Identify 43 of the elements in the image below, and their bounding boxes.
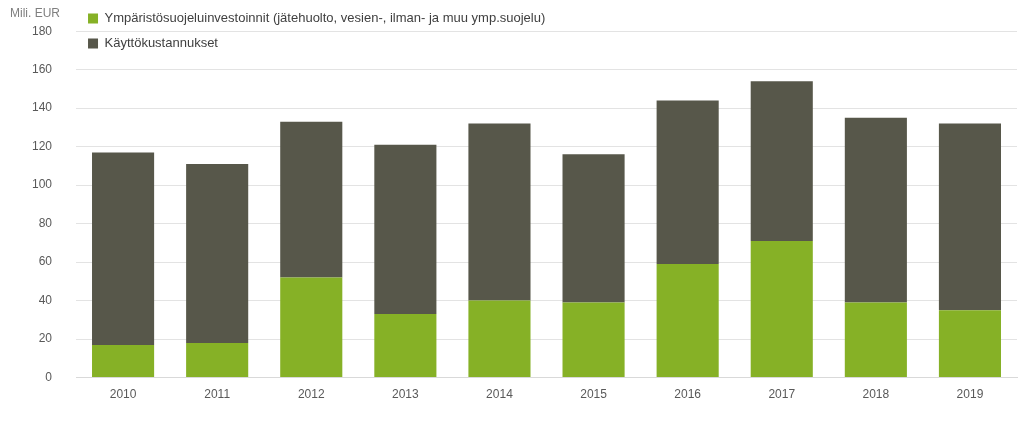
bar — [92, 152, 155, 345]
bar — [750, 81, 813, 241]
bar — [186, 163, 249, 343]
bar — [938, 310, 1001, 378]
bar — [280, 121, 343, 278]
x-tick-label: 2016 — [674, 387, 702, 402]
bar — [844, 302, 907, 378]
bar — [374, 314, 437, 378]
bar — [656, 264, 719, 378]
bar — [92, 344, 155, 378]
y-tick-label: 140 — [31, 100, 53, 115]
bar — [468, 300, 531, 378]
bar — [750, 240, 813, 378]
bar — [656, 100, 719, 265]
legend-label: Ympäristösuojeluinvestoinnit (jätehuolto, vesien-, ilman- ja muu ymp.suojelu) — [104, 10, 546, 26]
y-tick-label: 160 — [31, 62, 53, 76]
x-tick-label: 2013 — [392, 387, 420, 402]
y-tick-label: 180 — [31, 23, 53, 38]
y-tick-label: 60 — [38, 254, 53, 269]
y-tick-label: 100 — [31, 177, 53, 192]
y-tick-label: 120 — [31, 138, 53, 153]
y-tick-label: 80 — [38, 215, 53, 230]
bar — [374, 144, 437, 315]
x-tick-label: 2011 — [204, 387, 231, 402]
x-tick-label: 2017 — [768, 387, 796, 402]
x-tick-label: 2018 — [862, 387, 890, 402]
bar — [468, 123, 531, 301]
y-tick-label: 0 — [45, 369, 53, 384]
y-axis-title: Mili. EUR — [10, 6, 60, 20]
bar — [844, 117, 907, 303]
y-tick-label: 40 — [38, 292, 53, 307]
y-tick-label: 20 — [38, 331, 53, 346]
bar — [562, 154, 625, 303]
x-tick-label: 2019 — [956, 387, 984, 402]
bar — [562, 302, 625, 378]
legend-label: Käyttökustannukset — [104, 35, 219, 51]
bar — [186, 342, 249, 378]
x-tick-label: 2012 — [297, 387, 325, 402]
bar — [280, 277, 343, 378]
x-tick-label: 2010 — [109, 387, 137, 402]
x-tick-label: 2015 — [580, 387, 608, 402]
x-tick-label: 2014 — [486, 387, 514, 402]
bar — [938, 123, 1001, 311]
